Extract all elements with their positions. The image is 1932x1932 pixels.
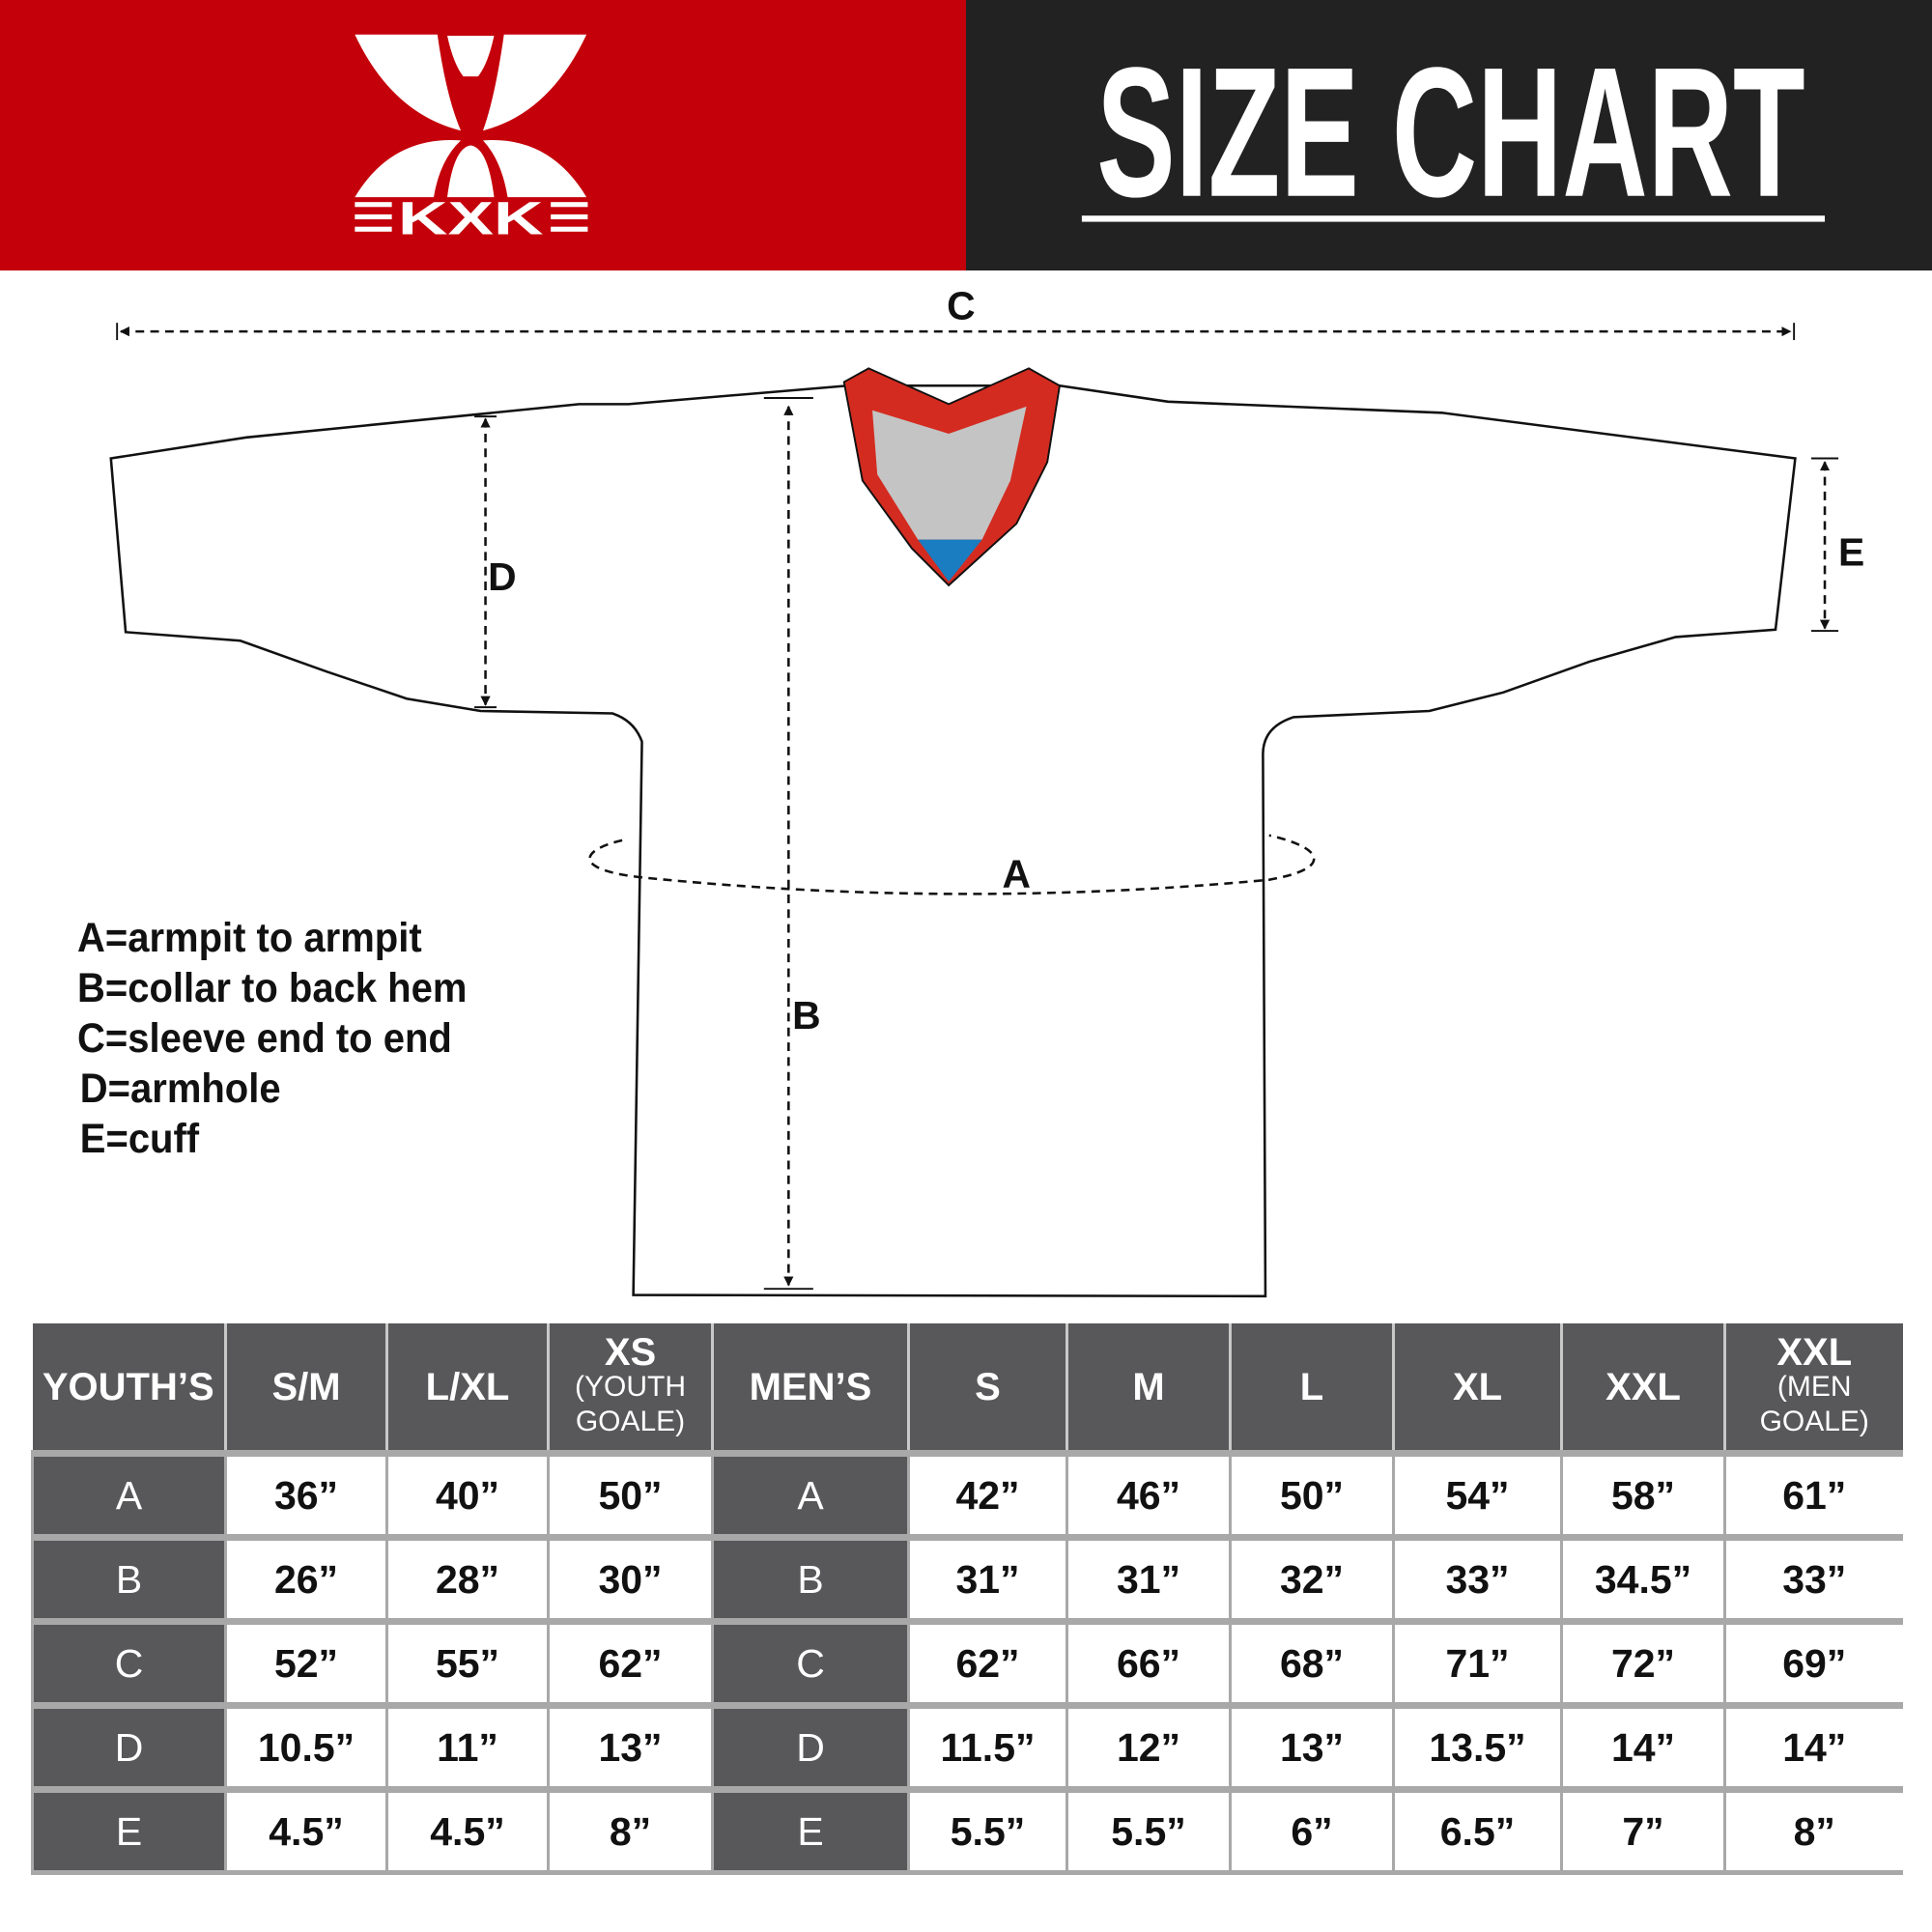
table-row: C 52” 55” 62” C 62” 66” 68” 71” 72” 69” <box>31 1618 1903 1706</box>
men-header: MEN’S <box>711 1323 909 1454</box>
table-cell: 8” <box>1723 1786 1903 1875</box>
table-cell: 33” <box>1392 1534 1562 1622</box>
row-label: B <box>711 1534 909 1622</box>
size-header: XXL <box>1560 1323 1725 1454</box>
table-cell: 55” <box>385 1618 549 1706</box>
table-cell: 54” <box>1392 1450 1562 1538</box>
label-c: C <box>947 283 975 327</box>
size-header: S/M <box>224 1323 387 1454</box>
label-e: E <box>1838 529 1864 574</box>
table-cell: 62” <box>547 1618 713 1706</box>
table-cell: 13” <box>547 1702 713 1790</box>
size-header: L/XL <box>385 1323 549 1454</box>
size-header: M <box>1065 1323 1231 1454</box>
table-cell: 52” <box>224 1618 387 1706</box>
table-cell: 33” <box>1723 1534 1903 1622</box>
size-header: S <box>907 1323 1067 1454</box>
table-cell: 31” <box>907 1534 1067 1622</box>
label-b: B <box>792 993 820 1037</box>
legend-item: C=sleeve end to end <box>77 1015 452 1062</box>
label-a: A <box>1003 851 1031 895</box>
jersey-outline <box>109 384 1797 1298</box>
table-cell: 5.5” <box>907 1786 1067 1875</box>
table-cell: 58” <box>1560 1450 1725 1538</box>
youth-header: YOUTH’S <box>32 1323 226 1454</box>
table-cell: 46” <box>1065 1450 1231 1538</box>
table-row: E 4.5” 4.5” 8” E 5.5” 5.5” 6” 6.5” 7” 8” <box>31 1786 1903 1875</box>
measure-a-line <box>588 834 1316 895</box>
table-cell: 6” <box>1229 1786 1394 1875</box>
kxk-logo: KXK <box>355 34 588 244</box>
size-table: YOUTH’S S/M L/XL XS (YOUTH GOALE) MEN’S S… <box>31 1323 1903 1875</box>
table-cell: 8” <box>547 1786 713 1875</box>
legend-item: D=armhole <box>79 1065 281 1112</box>
table-cell: 66” <box>1065 1618 1231 1706</box>
size-header: XL <box>1392 1323 1562 1454</box>
table-cell: 13” <box>1229 1702 1394 1790</box>
legend-item: E=cuff <box>79 1116 200 1162</box>
size-header: XXL (MEN GOALE) <box>1723 1323 1903 1454</box>
table-cell: 61” <box>1723 1450 1903 1538</box>
table-cell: 68” <box>1229 1618 1394 1706</box>
size-header: L <box>1229 1323 1394 1454</box>
row-label: A <box>711 1450 909 1538</box>
table-cell: 71” <box>1392 1618 1562 1706</box>
row-label: B <box>31 1534 226 1622</box>
legend-item: A=armpit to armpit <box>77 915 422 961</box>
table-cell: 50” <box>547 1450 713 1538</box>
table-cell: 31” <box>1065 1534 1231 1622</box>
table-cell: 12” <box>1065 1702 1231 1790</box>
row-label: A <box>31 1450 226 1538</box>
table-cell: 30” <box>547 1534 713 1622</box>
table-cell: 62” <box>907 1618 1067 1706</box>
table-row: D 10.5” 11” 13” D 11.5” 12” 13” 13.5” 14” 14” <box>31 1702 1903 1790</box>
table-cell: 50” <box>1229 1450 1394 1538</box>
table-cell: 11.5” <box>907 1702 1067 1790</box>
logo-text: KXK <box>398 192 544 244</box>
page-title: SIZE CHART <box>1096 29 1804 236</box>
table-cell: 28” <box>385 1534 549 1622</box>
table-cell: 34.5” <box>1560 1534 1725 1622</box>
table-cell: 14” <box>1723 1702 1903 1790</box>
table-row: A 36” 40” 50” A 42” 46” 50” 54” 58” 61” <box>31 1450 1903 1538</box>
measurement-legend: A=armpit to armpit B=collar to back hem … <box>77 913 467 1164</box>
table-cell: 14” <box>1560 1702 1725 1790</box>
table-cell: 26” <box>224 1534 387 1622</box>
jersey-collar <box>842 367 1061 587</box>
table-cell: 69” <box>1723 1618 1903 1706</box>
label-d: D <box>488 554 516 599</box>
table-cell: 7” <box>1560 1786 1725 1875</box>
legend-item: B=collar to back hem <box>77 965 468 1011</box>
table-cell: 10.5” <box>224 1702 387 1790</box>
table-cell: 32” <box>1229 1534 1394 1622</box>
row-label: E <box>711 1786 909 1875</box>
table-cell: 11” <box>385 1702 549 1790</box>
table-row: B 26” 28” 30” B 31” 31” 32” 33” 34.5” 33” <box>31 1534 1903 1622</box>
row-label: D <box>31 1702 226 1790</box>
row-label: E <box>31 1786 226 1875</box>
table-cell: 40” <box>385 1450 549 1538</box>
header-title-panel <box>966 0 1932 270</box>
table-cell: 72” <box>1560 1618 1725 1706</box>
table-cell: 4.5” <box>385 1786 549 1875</box>
table-cell: 5.5” <box>1065 1786 1231 1875</box>
table-cell: 4.5” <box>224 1786 387 1875</box>
row-label: C <box>711 1618 909 1706</box>
table-cell: 36” <box>224 1450 387 1538</box>
title-underline <box>1081 215 1826 222</box>
table-cell: 42” <box>907 1450 1067 1538</box>
table-cell: 6.5” <box>1392 1786 1562 1875</box>
row-label: C <box>31 1618 226 1706</box>
table-header-row: YOUTH’S S/M L/XL XS (YOUTH GOALE) MEN’S S… <box>32 1323 1903 1454</box>
size-header: XS (YOUTH GOALE) <box>547 1323 713 1454</box>
row-label: D <box>711 1702 909 1790</box>
table-cell: 13.5” <box>1392 1702 1562 1790</box>
